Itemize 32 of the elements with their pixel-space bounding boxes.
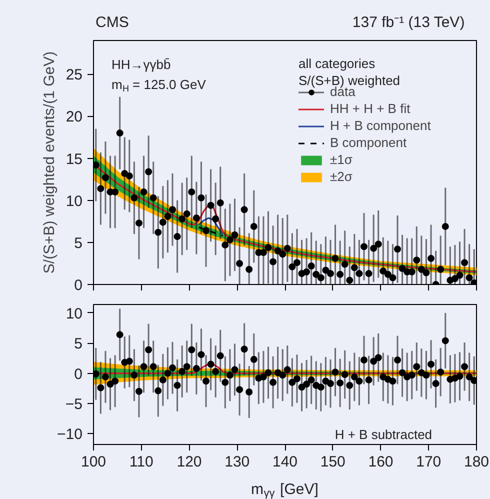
legend-title: all categories S/(S+B) weighted bbox=[298, 56, 400, 88]
y-tick-label: −5 bbox=[65, 396, 83, 413]
y-tick-label: 5 bbox=[74, 336, 82, 353]
y-tick-label: 0 bbox=[74, 366, 82, 383]
y-tick-label: 10 bbox=[66, 192, 83, 210]
x-tick-label: 160 bbox=[368, 454, 394, 470]
x-tick-label: 150 bbox=[320, 454, 346, 470]
x-tick-label: 140 bbox=[272, 454, 298, 470]
legend-label: ±2σ bbox=[330, 169, 352, 184]
legend-label: H + B component bbox=[330, 118, 431, 133]
line-series bbox=[198, 226, 224, 236]
y-tick-label: −10 bbox=[57, 426, 83, 444]
x-tick-label: 120 bbox=[176, 454, 202, 470]
y-tick-label: 5 bbox=[74, 234, 82, 252]
chart-subtitle: 137 fb⁻¹ (13 TeV) bbox=[352, 14, 465, 31]
annotation: HH→γγbb̄ bbox=[112, 57, 171, 72]
legend-label: B component bbox=[330, 135, 407, 150]
x-tick-label: 110 bbox=[129, 454, 154, 470]
y-tick-label: 10 bbox=[66, 305, 83, 322]
y-axis-title: S/(S+B) weighted events/(1 GeV) bbox=[40, 51, 58, 274]
y-tick-label: 15 bbox=[66, 150, 83, 168]
x-tick-label: 100 bbox=[80, 454, 106, 470]
y-tick-label: 0 bbox=[74, 277, 82, 294]
x-tick-label: 130 bbox=[224, 454, 250, 470]
y-tick-label: 20 bbox=[66, 108, 83, 126]
legend-label: HH + H + B fit bbox=[330, 101, 410, 116]
chart-title: CMS bbox=[96, 14, 129, 31]
legend-label: ±1σ bbox=[330, 152, 352, 167]
y-tick-label: 25 bbox=[66, 66, 83, 84]
annotation: H + B subtracted bbox=[334, 427, 432, 442]
x-tick-label: 170 bbox=[416, 454, 442, 470]
x-tick-label: 180 bbox=[464, 454, 490, 470]
